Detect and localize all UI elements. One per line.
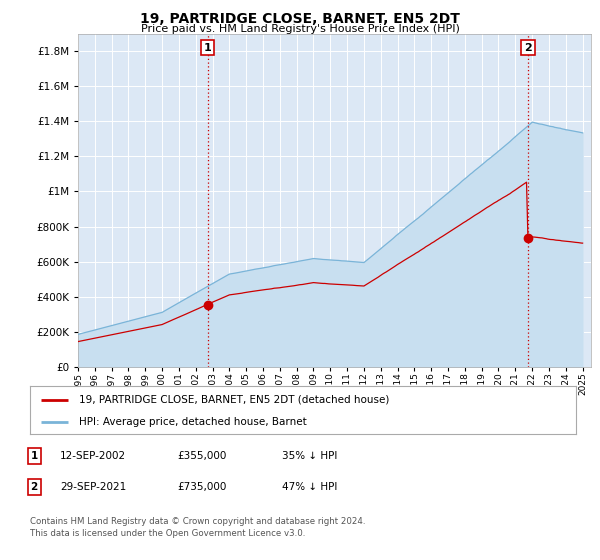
Text: 2: 2 — [31, 482, 38, 492]
Text: 12-SEP-2002: 12-SEP-2002 — [60, 451, 126, 461]
Text: 19, PARTRIDGE CLOSE, BARNET, EN5 2DT (detached house): 19, PARTRIDGE CLOSE, BARNET, EN5 2DT (de… — [79, 395, 389, 405]
Text: 1: 1 — [204, 43, 211, 53]
Text: £355,000: £355,000 — [177, 451, 226, 461]
Text: 29-SEP-2021: 29-SEP-2021 — [60, 482, 126, 492]
Text: Contains HM Land Registry data © Crown copyright and database right 2024.: Contains HM Land Registry data © Crown c… — [30, 517, 365, 526]
Text: 19, PARTRIDGE CLOSE, BARNET, EN5 2DT: 19, PARTRIDGE CLOSE, BARNET, EN5 2DT — [140, 12, 460, 26]
Text: This data is licensed under the Open Government Licence v3.0.: This data is licensed under the Open Gov… — [30, 529, 305, 538]
Text: 2: 2 — [524, 43, 532, 53]
Text: 35% ↓ HPI: 35% ↓ HPI — [282, 451, 337, 461]
Text: 1: 1 — [31, 451, 38, 461]
Text: HPI: Average price, detached house, Barnet: HPI: Average price, detached house, Barn… — [79, 417, 307, 427]
Text: Price paid vs. HM Land Registry's House Price Index (HPI): Price paid vs. HM Land Registry's House … — [140, 24, 460, 34]
Text: 47% ↓ HPI: 47% ↓ HPI — [282, 482, 337, 492]
Text: £735,000: £735,000 — [177, 482, 226, 492]
